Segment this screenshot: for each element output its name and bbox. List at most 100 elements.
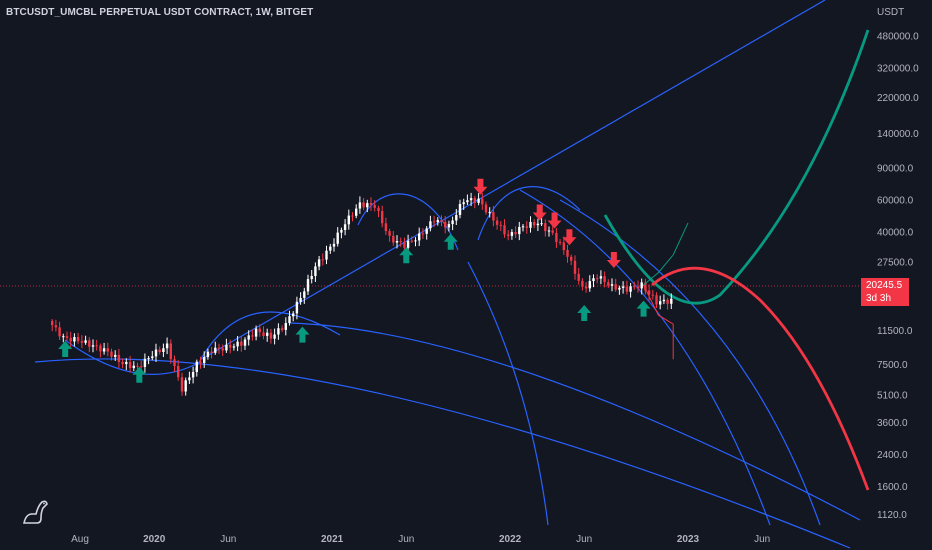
candle-bull (640, 282, 643, 289)
candle-bear (69, 337, 72, 342)
candle-bull (521, 226, 525, 228)
candle-bear (180, 377, 184, 392)
candle-bear (577, 273, 580, 281)
candle-bull (292, 313, 295, 317)
candle-bear (544, 223, 547, 232)
candle-bull (284, 323, 287, 330)
candle-bull (132, 365, 135, 369)
y-tick-label: 320000.0 (877, 64, 919, 75)
candle-bull (147, 358, 150, 360)
candle-bull (659, 301, 662, 305)
candle-bear (351, 215, 354, 217)
steep-line-b (519, 189, 771, 526)
y-tick-label: 480000.0 (877, 32, 919, 43)
candle-bull (325, 250, 328, 260)
candle-bull (154, 349, 158, 357)
candle-bear (633, 286, 636, 288)
candle-bear (440, 220, 443, 222)
candle-bull (299, 298, 302, 302)
candle-bear (54, 325, 58, 328)
arrow-down-icon (532, 204, 547, 221)
candle-bear (110, 351, 113, 357)
time-axis: Aug 2020 Jun 2021 Jun 2022 Jun 2023 Jun (71, 534, 770, 545)
candle-bull (336, 232, 339, 244)
candle-bear (625, 286, 629, 292)
candle-bull (510, 232, 514, 236)
candle-bull (102, 348, 106, 352)
arc-2021-a (357, 193, 459, 251)
candle-bull (247, 335, 250, 340)
y-tick-label: 60000.0 (877, 196, 914, 207)
candle-bear (158, 349, 161, 352)
candle-bear (607, 282, 610, 286)
candle-bull (232, 346, 236, 348)
chart-title: BTCUSDT_UMCBL PERPETUAL USDT CONTRACT, 1… (6, 7, 314, 18)
candle-bull (610, 284, 614, 286)
tradingview-logo-icon[interactable] (20, 496, 50, 526)
candle-bull (84, 340, 87, 343)
candle-bear (169, 343, 172, 360)
candle-bull (662, 299, 666, 302)
candle-bear (584, 286, 588, 289)
candle-bull (114, 354, 117, 357)
candle-bear (99, 345, 102, 352)
candle-bear (570, 256, 573, 261)
candle-bear (258, 328, 261, 333)
candle-bear (399, 241, 402, 242)
candle-bull (358, 202, 362, 209)
candle-bear (373, 205, 376, 208)
y-tick-label: 1600.0 (877, 482, 908, 493)
y-tick-label: 40000.0 (877, 228, 914, 239)
candle-bull (314, 266, 317, 276)
candle-bear (533, 222, 536, 226)
candle-bull (91, 345, 95, 347)
candle-bear (262, 332, 265, 336)
candle-bear (525, 226, 528, 228)
x-tick-label: 2020 (143, 534, 166, 545)
candle-bear (558, 242, 562, 244)
candle-bear (199, 361, 202, 363)
arrow-down-icon (606, 251, 621, 268)
arrow-up-icon (399, 247, 414, 264)
candle-bear (473, 198, 476, 203)
candle-bull (458, 204, 462, 215)
candle-bull (592, 278, 595, 282)
candle-bear (499, 224, 502, 226)
candle-bear (51, 321, 54, 326)
candle-bear (80, 341, 84, 343)
candle-bull (355, 208, 358, 216)
bull-projection-path (643, 222, 689, 286)
candle-bull (165, 343, 169, 349)
candle-bear (140, 366, 143, 368)
candle-bear (121, 361, 124, 365)
price-axis: USDT 480000.0 320000.0 220000.0 140000.0 9000… (877, 7, 919, 521)
x-tick-label: Aug (71, 534, 89, 545)
candle-bull (184, 380, 187, 392)
candle-bear (644, 282, 647, 291)
candle-bull (317, 259, 321, 267)
candle-bear (503, 225, 506, 235)
candle-bull (332, 243, 336, 247)
bull-parabola (603, 29, 870, 305)
candle-bull (621, 286, 625, 288)
candle-bear (58, 327, 61, 337)
candle-bear (573, 260, 577, 274)
candle-bear (95, 345, 98, 347)
candle-bear (432, 221, 436, 223)
arrow-up-icon (443, 233, 458, 250)
y-tick-label: 7500.0 (877, 360, 908, 371)
candle-bear (581, 280, 584, 287)
x-tick-label: Jun (754, 534, 770, 545)
candle-bull (414, 240, 417, 242)
bear-projection-path (643, 284, 674, 360)
candle-bull (347, 215, 350, 225)
candle-bull (455, 215, 458, 221)
candle-bull (462, 202, 465, 205)
candle-bear (614, 284, 617, 290)
candle-bear (514, 232, 517, 235)
arrow-down-icon (562, 229, 577, 246)
candle-bull (277, 328, 280, 335)
candle-bull (243, 339, 247, 346)
